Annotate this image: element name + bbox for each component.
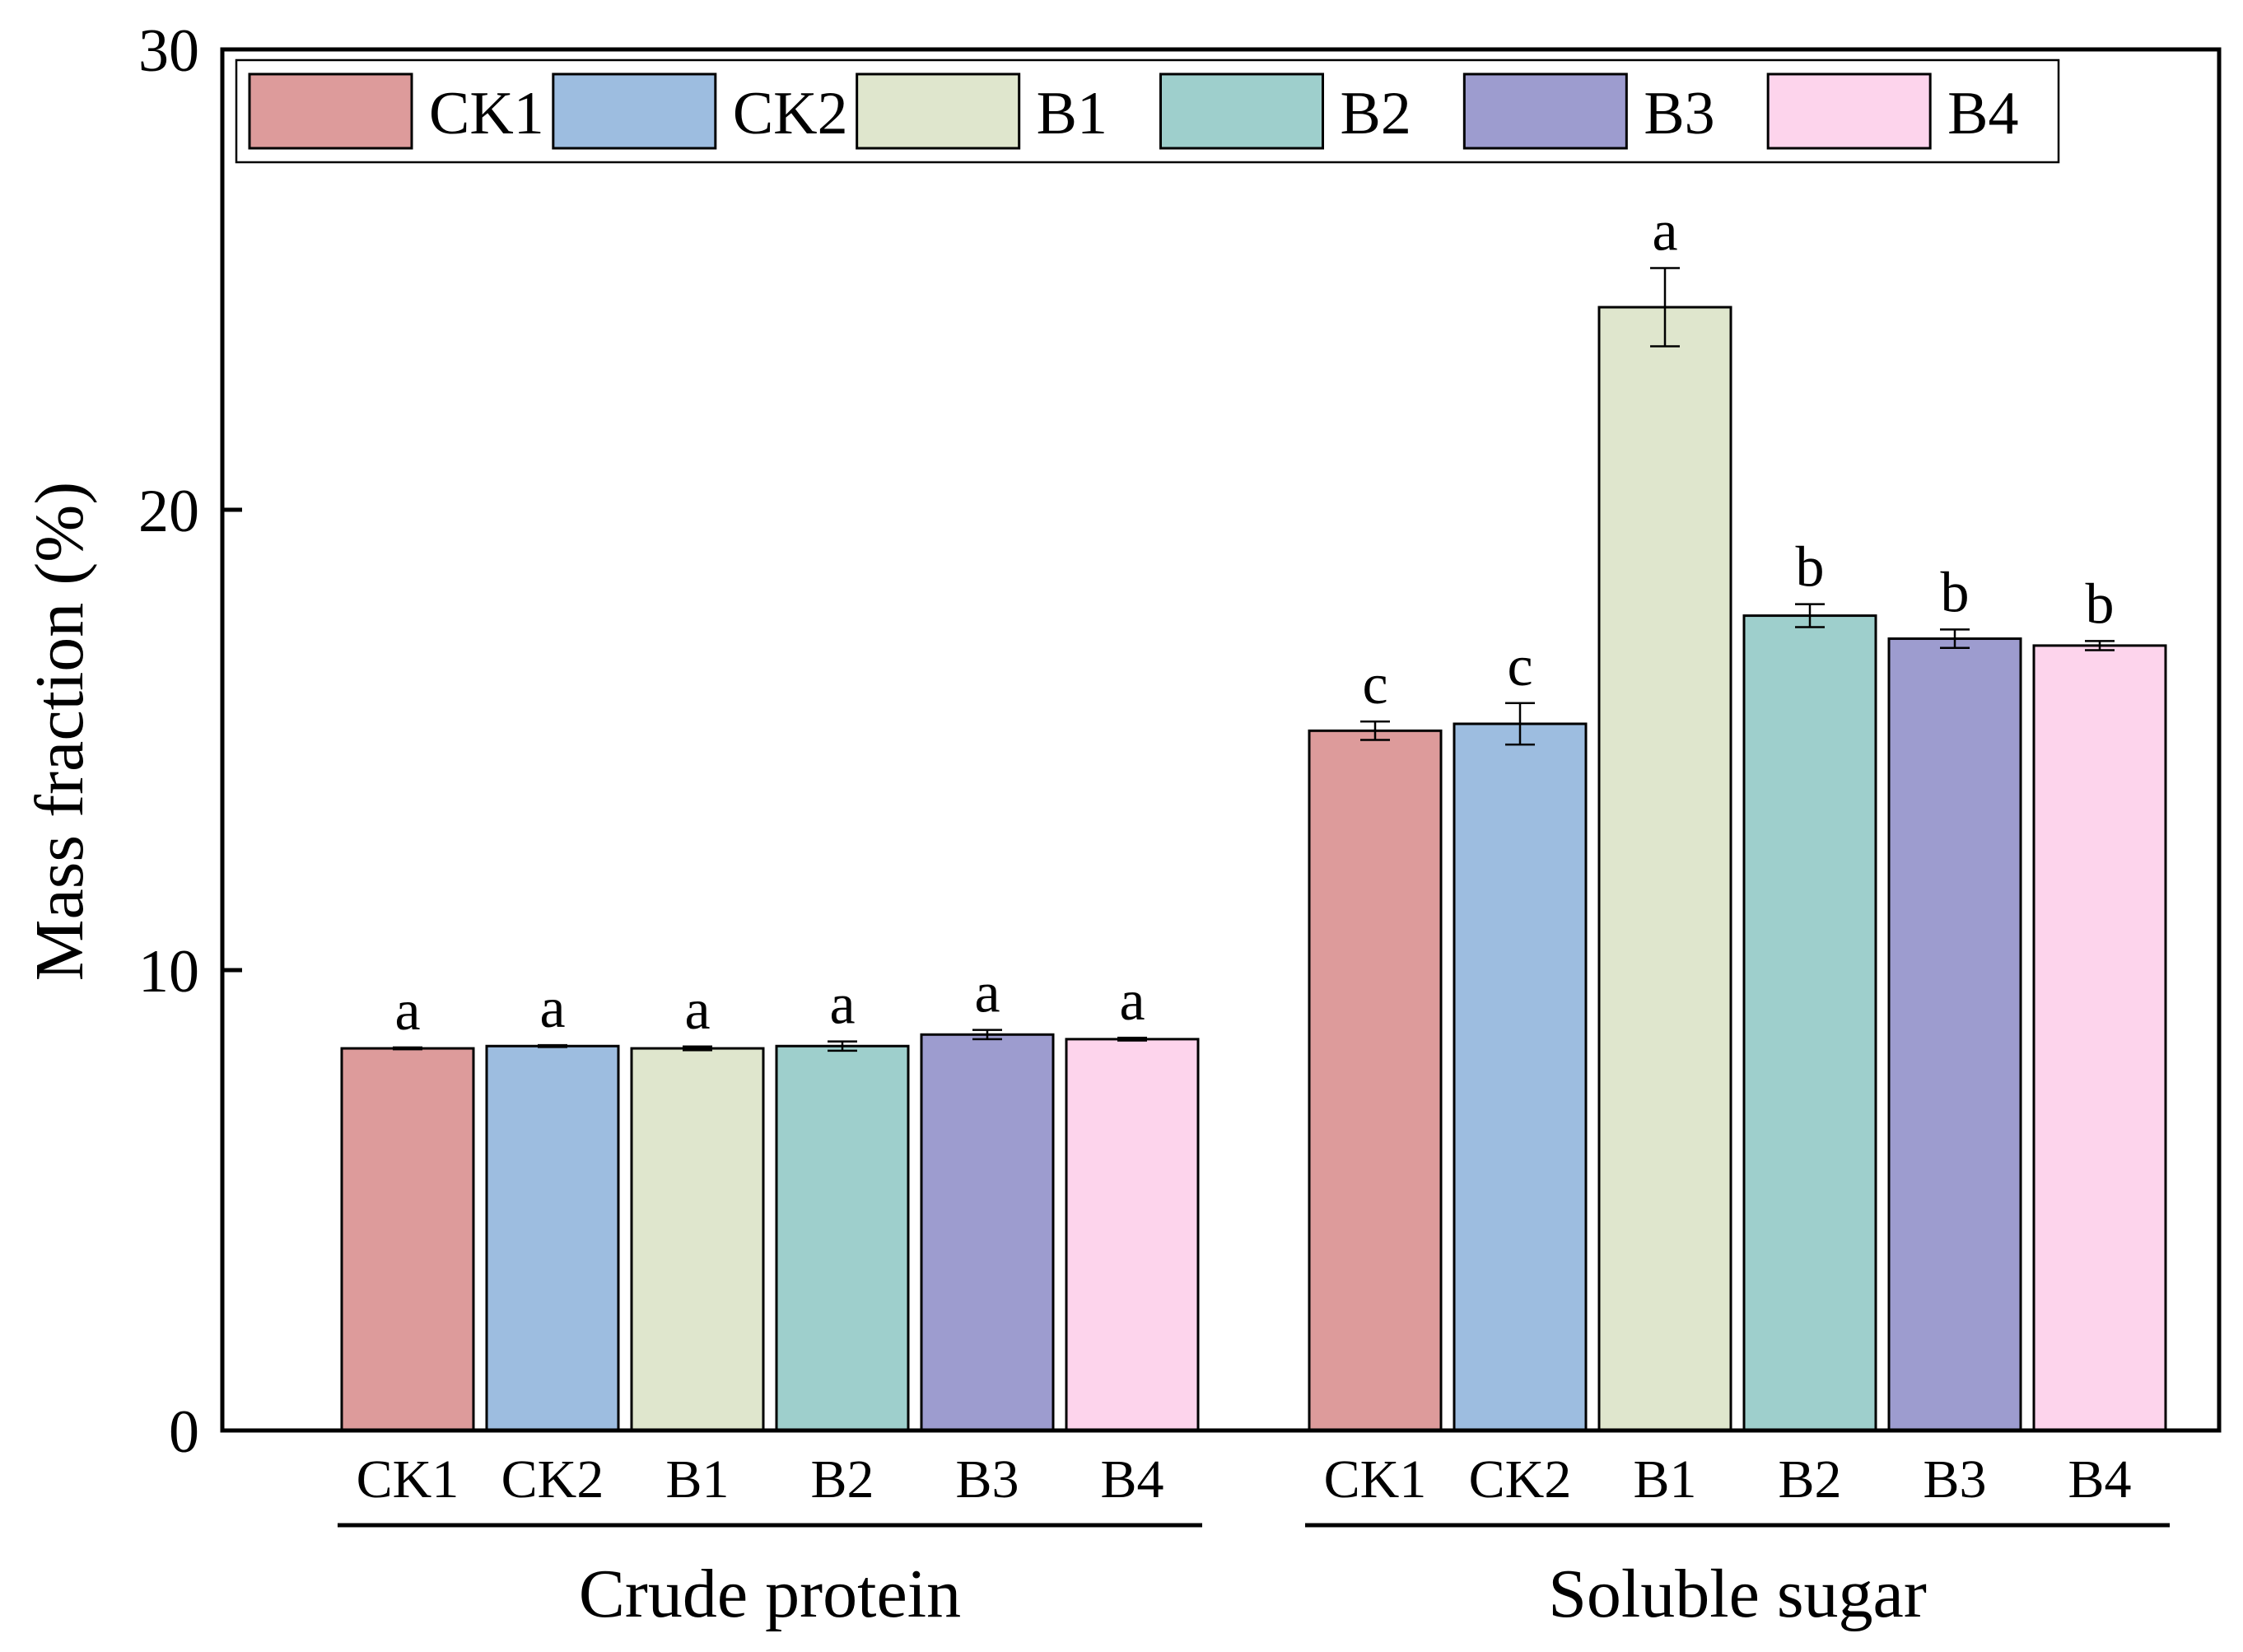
legend-swatch[interactable] bbox=[1766, 72, 1932, 150]
legend-label[interactable]: B1 bbox=[1037, 80, 1108, 147]
category-label: B1 bbox=[1633, 1449, 1696, 1510]
significance-letter: a bbox=[974, 962, 1000, 1025]
category-label: B2 bbox=[1778, 1449, 1841, 1510]
bar[interactable] bbox=[340, 1047, 475, 1432]
bar[interactable] bbox=[1887, 637, 2022, 1432]
plot-frame bbox=[220, 47, 2222, 1433]
legend-swatch[interactable] bbox=[1462, 72, 1628, 150]
bar[interactable] bbox=[2032, 644, 2167, 1432]
category-label: B1 bbox=[665, 1449, 729, 1510]
significance-letter: a bbox=[539, 977, 565, 1040]
bar[interactable] bbox=[485, 1044, 620, 1432]
bar[interactable] bbox=[1742, 614, 1877, 1432]
significance-letter: c bbox=[1507, 635, 1532, 698]
category-label: CK2 bbox=[1469, 1449, 1572, 1510]
significance-letter: b bbox=[1941, 561, 1970, 624]
y-tick-label: 10 bbox=[138, 938, 199, 1006]
category-label: CK1 bbox=[357, 1449, 459, 1510]
y-tick-label: 30 bbox=[138, 17, 199, 85]
legend-swatch[interactable] bbox=[248, 72, 413, 150]
category-label: B4 bbox=[1100, 1449, 1163, 1510]
category-label: CK1 bbox=[1324, 1449, 1427, 1510]
group-label: Soluble sugar bbox=[1548, 1556, 1927, 1632]
category-label: B4 bbox=[2068, 1449, 2131, 1510]
bar[interactable] bbox=[775, 1044, 910, 1432]
significance-letter: b bbox=[2086, 572, 2115, 636]
group-label: Crude protein bbox=[579, 1556, 961, 1632]
legend-swatch[interactable] bbox=[552, 72, 717, 150]
significance-letter: a bbox=[1652, 200, 1677, 264]
significance-letter: a bbox=[829, 973, 855, 1037]
bar[interactable] bbox=[1597, 306, 1732, 1432]
significance-letter: c bbox=[1362, 653, 1387, 716]
legend-swatch[interactable] bbox=[856, 72, 1021, 150]
significance-letter: a bbox=[684, 978, 710, 1042]
legend-label[interactable]: B4 bbox=[1947, 80, 2018, 147]
significance-letter: b bbox=[1796, 536, 1825, 600]
bar[interactable] bbox=[1453, 722, 1588, 1432]
bar[interactable] bbox=[630, 1047, 765, 1432]
significance-letter: a bbox=[1119, 969, 1145, 1033]
category-label: B3 bbox=[955, 1449, 1019, 1510]
legend-label[interactable]: CK2 bbox=[733, 80, 848, 147]
legend-box bbox=[235, 58, 2060, 164]
bar[interactable] bbox=[920, 1033, 1055, 1432]
bar[interactable] bbox=[1065, 1038, 1200, 1432]
legend-swatch[interactable] bbox=[1159, 72, 1324, 150]
y-axis-title: Mass fraction (%) bbox=[21, 482, 98, 981]
legend-label[interactable]: B3 bbox=[1644, 80, 1714, 147]
legend-label[interactable]: B2 bbox=[1341, 80, 1411, 147]
y-tick-label: 0 bbox=[169, 1398, 199, 1466]
significance-letter: a bbox=[394, 979, 420, 1043]
category-label: B3 bbox=[1923, 1449, 1986, 1510]
y-tick-label: 20 bbox=[138, 478, 199, 545]
bar[interactable] bbox=[1308, 729, 1443, 1432]
legend-label[interactable]: CK1 bbox=[429, 80, 544, 147]
category-label: CK2 bbox=[501, 1449, 604, 1510]
category-label: B2 bbox=[810, 1449, 874, 1510]
